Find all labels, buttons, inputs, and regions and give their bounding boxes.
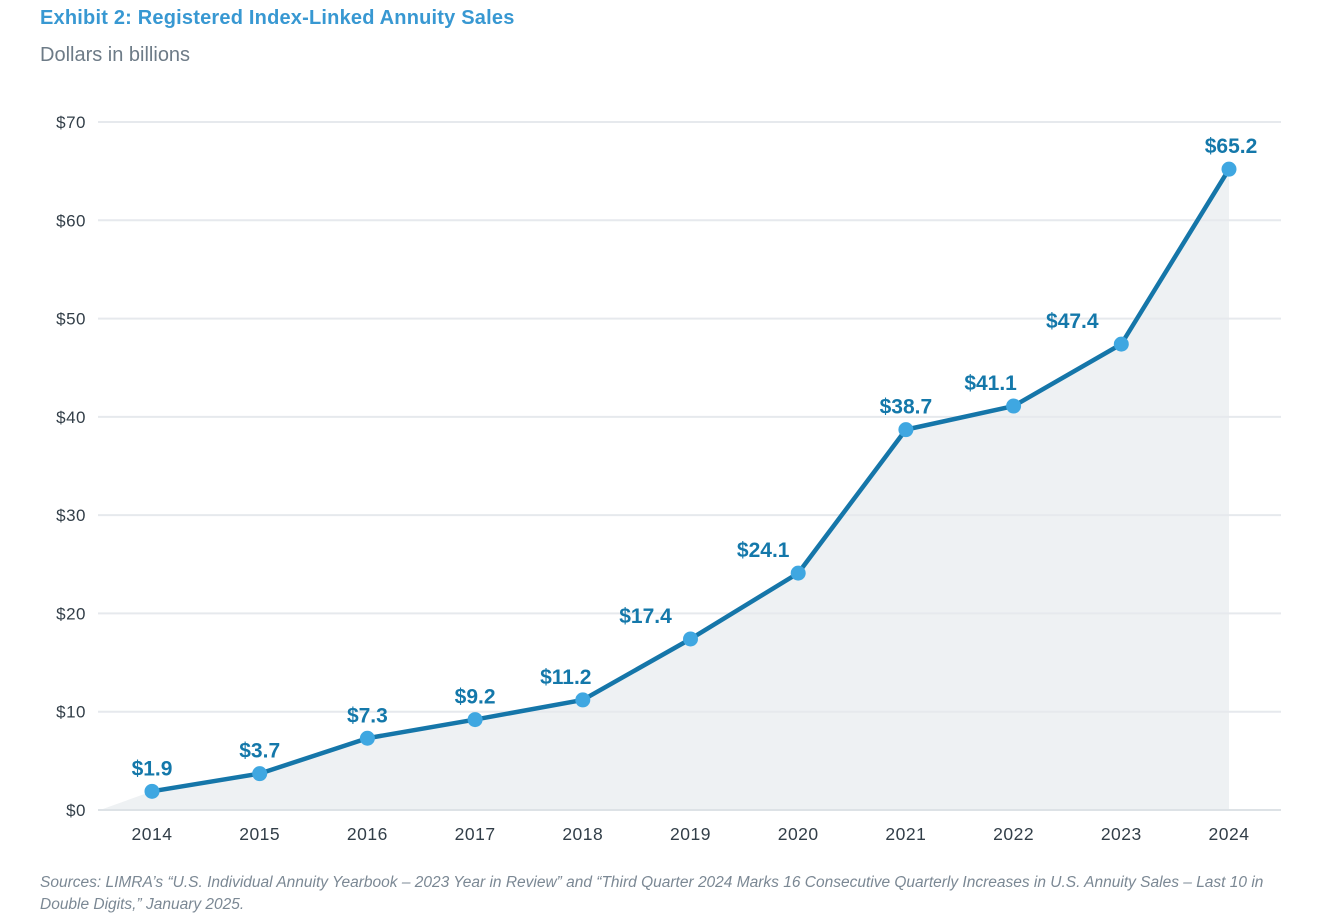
y-tick-label: $70: [56, 113, 86, 132]
data-point-marker: [898, 422, 914, 438]
data-point-marker: [790, 565, 806, 581]
data-point-label: $17.4: [619, 605, 672, 628]
x-tick-label: 2016: [347, 824, 388, 844]
data-point-label: $9.2: [455, 686, 496, 709]
data-point-label: $1.9: [132, 757, 173, 780]
x-tick-label: 2020: [778, 824, 819, 844]
data-point-marker: [1221, 161, 1237, 177]
y-tick-label: $40: [56, 408, 86, 427]
x-tick-label: 2022: [993, 824, 1034, 844]
data-point-label: $24.1: [737, 539, 790, 562]
data-point-label: $11.2: [540, 666, 591, 689]
chart-subtitle: Dollars in billions: [40, 44, 191, 66]
x-tick-label: 2014: [132, 824, 173, 844]
data-point-label: $38.7: [880, 396, 933, 419]
x-tick-label: 2018: [562, 824, 603, 844]
data-point-marker: [359, 730, 375, 746]
data-point-marker: [575, 692, 591, 708]
y-tick-label: $60: [56, 211, 86, 230]
data-point-marker: [144, 783, 160, 799]
x-tick-label: 2019: [670, 824, 711, 844]
y-tick-label: $50: [56, 310, 86, 329]
source-note: Sources: LIMRA’s “U.S. Individual Annuit…: [40, 874, 1264, 913]
x-tick-label: 2024: [1209, 824, 1250, 844]
data-point-label: $65.2: [1205, 135, 1258, 158]
y-tick-label: $30: [56, 506, 86, 525]
data-point-marker: [467, 712, 483, 728]
y-tick-label: $10: [56, 703, 86, 722]
data-point-label: $41.1: [964, 372, 1017, 395]
data-point-marker: [252, 766, 268, 782]
area-fill: [100, 169, 1229, 811]
x-tick-label: 2021: [885, 824, 926, 844]
y-tick-label: $0: [66, 801, 86, 820]
x-tick-label: 2015: [239, 824, 280, 844]
data-point-label: $3.7: [239, 740, 280, 763]
y-tick-label: $20: [56, 604, 86, 623]
data-point-marker: [1006, 398, 1022, 414]
data-point-label: $47.4: [1046, 310, 1099, 333]
data-point-marker: [1113, 336, 1129, 352]
chart-title: Exhibit 2: Registered Index-Linked Annui…: [40, 7, 515, 29]
data-point-label: $7.3: [347, 704, 388, 727]
data-point-marker: [683, 631, 698, 647]
x-tick-label: 2023: [1101, 824, 1142, 844]
x-tick-label: 2017: [455, 824, 496, 844]
